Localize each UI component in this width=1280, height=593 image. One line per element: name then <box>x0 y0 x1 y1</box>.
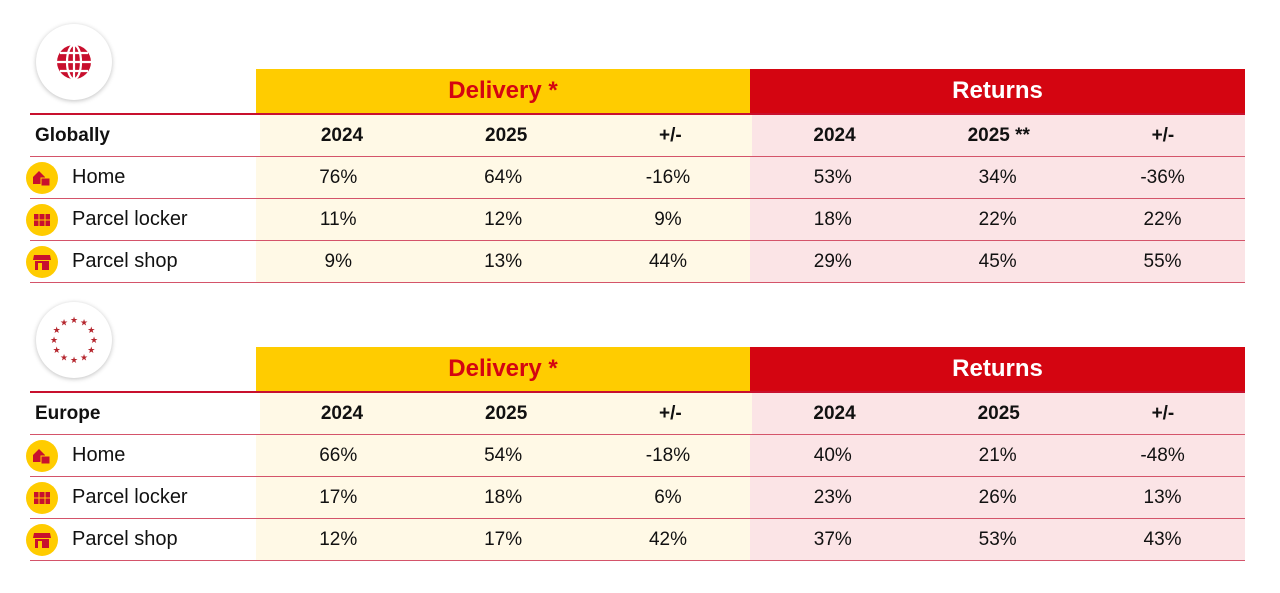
parcel-shop-icon <box>26 245 58 278</box>
table-cell: 22% <box>915 199 1081 240</box>
table-cell: 12% <box>420 199 586 240</box>
svg-text:★: ★ <box>50 335 58 345</box>
column-header: 2025 <box>916 393 1081 434</box>
table-cell: 9% <box>585 199 751 240</box>
row-label: Parcel locker <box>72 208 188 230</box>
table-cell: 23% <box>750 477 916 518</box>
header-row: Globally 2024 2025 +/- 2024 2025 ** +/- <box>30 113 1246 156</box>
svg-text:★: ★ <box>60 352 68 362</box>
table-cell: 18% <box>750 199 916 240</box>
svg-text:★: ★ <box>70 355 78 365</box>
region-label: Globally <box>35 124 110 146</box>
column-header: 2024 <box>259 393 425 434</box>
parcel-locker-icon <box>26 203 58 236</box>
svg-text:★: ★ <box>60 318 68 328</box>
table-cell: 43% <box>1080 519 1245 560</box>
table-cell: 53% <box>915 519 1081 560</box>
table-cell: 17% <box>420 519 586 560</box>
table-cell: -18% <box>585 435 751 476</box>
delivery-header: Delivery * <box>256 347 750 391</box>
svg-text:★: ★ <box>87 325 95 335</box>
svg-text:★: ★ <box>70 315 78 325</box>
row-label: Parcel shop <box>72 250 178 272</box>
column-header: 2025 <box>424 393 589 434</box>
row-label: Parcel locker <box>72 486 188 508</box>
column-header: 2024 <box>752 393 917 434</box>
table-cell: 6% <box>585 477 751 518</box>
table-row: Home 76% 64% -16% 53% 34% -36% <box>26 156 1245 198</box>
column-header: +/- <box>1080 115 1246 156</box>
column-header: 2025 <box>424 115 589 156</box>
table-cell: 29% <box>750 241 916 282</box>
table-cell: -16% <box>585 157 751 198</box>
table-row: Parcel locker 11% 12% 9% 18% 22% 22% <box>26 198 1245 240</box>
table-cell: 42% <box>585 519 751 560</box>
table-cell: 9% <box>255 241 421 282</box>
table-cell: 21% <box>915 435 1081 476</box>
parcel-locker-icon <box>26 481 58 514</box>
table-cell: 34% <box>915 157 1081 198</box>
region-label: Europe <box>35 402 101 424</box>
returns-header: Returns <box>750 347 1245 391</box>
table-cell: 45% <box>915 241 1081 282</box>
column-header: 2025 ** <box>916 115 1081 156</box>
table-cell: 11% <box>255 199 421 240</box>
table-cell: 18% <box>420 477 586 518</box>
column-header: +/- <box>588 393 753 434</box>
row-label: Home <box>72 444 126 466</box>
globe-icon <box>36 24 112 100</box>
table-cell: 54% <box>420 435 586 476</box>
parcel-shop-icon <box>26 523 58 556</box>
table-row: Parcel locker 17% 18% 6% 23% 26% 13% <box>26 476 1245 518</box>
column-header: +/- <box>588 115 753 156</box>
eu-stars-icon: ★ ★ ★ ★ ★ ★ ★ ★ ★ ★ ★ ★ <box>36 302 112 378</box>
table-cell: 37% <box>750 519 916 560</box>
table-row: Parcel shop 9% 13% 44% 29% 45% 55% <box>26 240 1245 283</box>
svg-text:★: ★ <box>53 325 61 335</box>
home-parcel-icon <box>26 161 58 194</box>
table-cell: -36% <box>1080 157 1245 198</box>
table-cell: 13% <box>420 241 586 282</box>
table-cell: -48% <box>1080 435 1245 476</box>
data-table: Europe 2024 2025 +/- 2024 2025 +/- Home 66% 54… <box>26 391 1246 561</box>
data-table: Globally 2024 2025 +/- 2024 2025 ** +/- Home … <box>26 113 1246 283</box>
table-cell: 44% <box>585 241 751 282</box>
table-cell: 22% <box>1080 199 1245 240</box>
column-header: +/- <box>1080 393 1246 434</box>
table-cell: 40% <box>750 435 916 476</box>
row-label: Parcel shop <box>72 528 178 550</box>
table-cell: 53% <box>750 157 916 198</box>
svg-text:★: ★ <box>53 345 61 355</box>
delivery-header: Delivery * <box>256 69 750 113</box>
table-row: Home 66% 54% -18% 40% 21% -48% <box>26 434 1245 476</box>
header-row: Europe 2024 2025 +/- 2024 2025 +/- <box>30 391 1246 434</box>
svg-text:★: ★ <box>90 335 98 345</box>
svg-text:★: ★ <box>80 352 88 362</box>
table-cell: 13% <box>1080 477 1245 518</box>
table-cell: 17% <box>255 477 421 518</box>
svg-text:★: ★ <box>87 345 95 355</box>
row-label: Home <box>72 166 126 188</box>
table-cell: 12% <box>255 519 421 560</box>
table-cell: 64% <box>420 157 586 198</box>
svg-text:★: ★ <box>80 318 88 328</box>
table-cell: 55% <box>1080 241 1245 282</box>
table-cell: 66% <box>255 435 421 476</box>
table-row: Parcel shop 12% 17% 42% 37% 53% 43% <box>26 518 1245 561</box>
home-parcel-icon <box>26 439 58 472</box>
table-cell: 26% <box>915 477 1081 518</box>
table-cell: 76% <box>255 157 421 198</box>
column-header: 2024 <box>259 115 425 156</box>
returns-header: Returns <box>750 69 1245 113</box>
column-header: 2024 <box>752 115 917 156</box>
